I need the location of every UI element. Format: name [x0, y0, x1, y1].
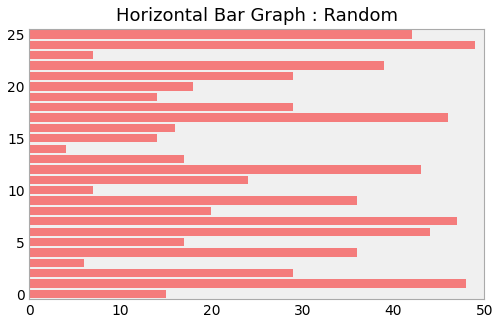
Bar	[30, 290, 166, 298]
Bar	[30, 72, 294, 80]
Bar	[30, 269, 294, 278]
Bar	[30, 207, 212, 215]
Bar	[30, 155, 184, 163]
Bar	[30, 280, 466, 288]
Bar	[30, 217, 457, 226]
Bar	[30, 134, 157, 142]
Bar	[30, 82, 193, 91]
Bar	[30, 248, 357, 257]
Bar	[30, 93, 157, 101]
Bar	[30, 259, 84, 267]
Bar	[30, 196, 357, 205]
Bar	[30, 103, 294, 111]
Bar	[30, 41, 475, 49]
Bar	[30, 186, 93, 194]
Bar	[30, 145, 66, 153]
Bar	[30, 165, 420, 174]
Bar	[30, 113, 448, 122]
Title: Horizontal Bar Graph : Random: Horizontal Bar Graph : Random	[116, 7, 398, 25]
Bar	[30, 30, 412, 39]
Bar	[30, 227, 430, 236]
Bar	[30, 61, 384, 70]
Bar	[30, 124, 175, 132]
Bar	[30, 51, 93, 59]
Bar	[30, 176, 248, 184]
Bar	[30, 238, 184, 246]
